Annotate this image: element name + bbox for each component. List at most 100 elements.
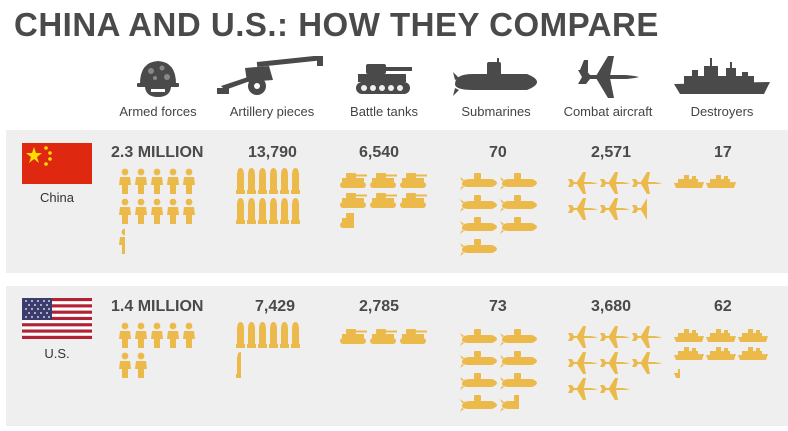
china-flag-icon — [22, 143, 92, 184]
soldier-icon — [135, 322, 147, 348]
aircraft-unit-icon — [568, 198, 598, 220]
artillery-gun-icon — [217, 56, 323, 95]
china-aircraft-icons — [568, 172, 662, 220]
soldier-icon — [135, 168, 147, 194]
artillery-shell-icon — [247, 168, 256, 194]
tank-icon — [340, 173, 367, 188]
artillery-shell-icon — [280, 198, 289, 224]
tank-icon — [370, 173, 397, 188]
submarine-unit-icon — [500, 351, 537, 368]
soldier-icon — [119, 168, 131, 194]
china-armed-forces-icons — [118, 168, 196, 254]
aircraft-unit-icon — [568, 378, 598, 400]
soldier-icon — [167, 168, 179, 194]
artillery-shell-icon — [247, 322, 256, 348]
us-tanks-value: 2,785 — [359, 298, 400, 315]
soldier-icon — [119, 228, 125, 254]
soldier-icon — [119, 322, 131, 348]
aircraft-unit-icon — [632, 198, 647, 220]
submarine-unit-icon — [500, 217, 537, 234]
ship-unit-icon — [738, 329, 768, 342]
artillery-shell-icon — [280, 168, 289, 194]
aircraft-unit-icon — [632, 172, 662, 194]
ship-unit-icon — [674, 329, 704, 342]
artillery-shell-icon — [236, 322, 245, 348]
tank-icon — [400, 173, 427, 188]
soldier-icon — [183, 198, 195, 224]
category-label: Submarines — [461, 104, 531, 119]
artillery-shell-icon — [269, 168, 278, 194]
category-label: Destroyers — [690, 104, 754, 119]
submarine-unit-icon — [460, 329, 497, 346]
us-submarines-value: 73 — [489, 298, 507, 315]
china-tanks-icons — [340, 172, 428, 228]
us-artillery-icons — [236, 322, 300, 378]
submarine-unit-icon — [500, 329, 537, 346]
aircraft-unit-icon — [632, 352, 662, 374]
us-armed-forces-icons — [118, 322, 196, 378]
china-aircraft-value: 2,571 — [591, 144, 632, 161]
category-submarines: Submarines — [437, 56, 555, 119]
soldier-icon — [119, 198, 131, 224]
category-artillery: Artillery pieces — [213, 56, 331, 119]
aircraft-unit-icon — [600, 352, 630, 374]
china-destroyers-value: 17 — [714, 144, 732, 161]
artillery-shell-icon — [236, 198, 245, 224]
us-artillery-value: 7,429 — [255, 298, 296, 315]
artillery-shell-icon — [236, 168, 245, 194]
submarine-unit-icon — [460, 395, 497, 412]
category-label: Artillery pieces — [229, 104, 315, 119]
artillery-shell-icon — [236, 352, 241, 378]
country-band-china — [6, 130, 788, 273]
fighter-jet-icon — [578, 56, 639, 98]
submarine-icon — [453, 58, 537, 96]
ship-unit-icon — [738, 347, 768, 360]
aircraft-unit-icon — [600, 172, 630, 194]
us-aircraft-value: 3,680 — [591, 298, 632, 315]
us-destroyers-icons — [674, 328, 768, 378]
aircraft-unit-icon — [568, 172, 598, 194]
aircraft-unit-icon — [600, 326, 630, 348]
category-armed-forces: Armed forces — [99, 56, 217, 119]
aircraft-unit-icon — [568, 352, 598, 374]
us-aircraft-icons — [568, 326, 662, 400]
soldier-icon — [183, 168, 195, 194]
country-name: China — [40, 190, 74, 205]
soldier-helmet-icon — [137, 61, 179, 97]
tank-icon — [370, 193, 397, 208]
china-artillery-icons — [236, 168, 300, 224]
ship-unit-icon — [674, 175, 704, 188]
artillery-shell-icon — [258, 322, 267, 348]
tank-icon — [400, 193, 427, 208]
tank-icon — [400, 329, 427, 344]
us-submarines-icons — [460, 328, 538, 412]
tank-icon — [340, 213, 354, 228]
category-label: Battle tanks — [350, 104, 418, 119]
submarine-unit-icon — [460, 173, 497, 190]
aircraft-unit-icon — [600, 198, 630, 220]
artillery-shell-icon — [269, 198, 278, 224]
category-combat-aircraft: Combat aircraft — [549, 56, 667, 119]
submarine-unit-icon — [460, 195, 497, 212]
ship-unit-icon — [674, 347, 704, 360]
aircraft-unit-icon — [568, 326, 598, 348]
us-tanks-icons — [340, 328, 428, 344]
ship-unit-icon — [706, 175, 736, 188]
soldier-icon — [151, 168, 163, 194]
china-tanks-value: 6,540 — [359, 144, 400, 161]
soldier-icon — [151, 198, 163, 224]
category-destroyers: Destroyers — [663, 56, 781, 119]
us-flag-icon — [22, 298, 92, 339]
soldier-icon — [135, 352, 147, 378]
soldier-icon — [119, 352, 131, 378]
ship-unit-icon — [706, 329, 736, 342]
us-destroyers-value: 62 — [714, 298, 732, 315]
soldier-icon — [167, 322, 179, 348]
aircraft-unit-icon — [600, 378, 630, 400]
submarine-unit-icon — [500, 373, 537, 390]
country-name: U.S. — [44, 346, 70, 361]
country-band-us — [6, 286, 788, 426]
soldier-icon — [151, 322, 163, 348]
submarine-unit-icon — [460, 239, 497, 256]
ship-unit-icon — [674, 369, 680, 378]
